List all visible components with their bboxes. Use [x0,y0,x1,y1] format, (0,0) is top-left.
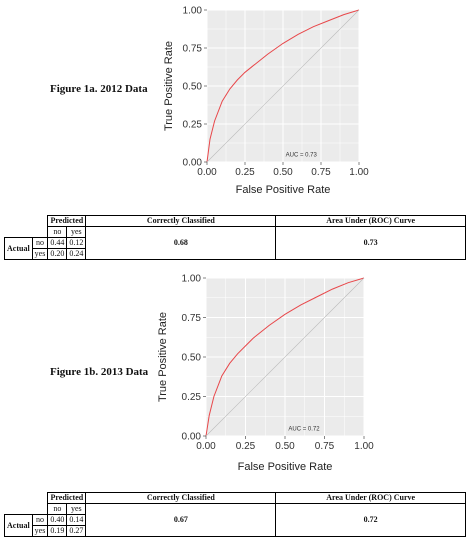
x-axis-label: False Positive Rate [238,461,333,473]
predicted-label: Predicted [47,492,87,504]
y-tick-label: 1.00 [183,6,203,17]
x-tick-label: 0.75 [315,441,335,452]
x-tick-label: 1.00 [349,167,369,178]
correct-header: Correctly Classified [85,215,277,227]
auc-header: Area Under (ROC) Curve [275,215,466,227]
figure-1a-caption: Figure 1a. 2012 Data [50,83,148,95]
table-blank [32,493,48,504]
col-yes: yes [66,503,87,515]
row-yes-label: yes [31,525,49,537]
table-blank [5,216,33,227]
row-no-label: no [31,514,49,526]
auc-value: 0.73 [275,226,466,260]
y-axis-label: True Positive Rate [163,41,175,131]
actual-label: Actual [4,514,33,537]
cell-no-no: 0.44 [47,237,68,249]
auc-value: 0.72 [275,503,466,537]
cell-no-yes: 0.12 [66,237,87,249]
table-blank [5,504,33,515]
predicted-label: Predicted [47,215,87,227]
correct-header: Correctly Classified [85,492,277,504]
auc-annotation: AUC = 0.73 [286,153,318,159]
diagonal-reference-line [205,277,365,437]
x-tick-label: 0.25 [236,441,256,452]
confusion-table-2013: Predicted Correctly Classified Area Unde… [4,492,466,537]
roc-curve-line [206,9,360,163]
x-axis-label: False Positive Rate [236,184,331,196]
y-tick-label: 0.00 [183,158,203,169]
y-tick-label: 0.50 [183,82,203,93]
diagonal-reference-line [206,9,360,163]
correct-value: 0.67 [85,503,277,537]
cell-yes-no: 0.19 [47,525,68,537]
table-blank [5,493,33,504]
cell-yes-yes: 0.27 [66,525,87,537]
x-tick-label: 0.00 [197,167,217,178]
y-axis-label: True Positive Rate [157,312,169,402]
y-tick-label: 0.75 [182,313,202,324]
row-yes-label: yes [31,248,49,260]
y-tick-label: 1.00 [182,274,202,285]
x-tick-label: 0.50 [275,441,295,452]
x-tick-label: 0.00 [196,441,216,452]
x-tick-label: 0.50 [273,167,293,178]
y-tick-label: 0.50 [182,353,202,364]
y-tick-label: 0.25 [182,392,202,403]
cell-yes-yes: 0.24 [66,248,87,260]
table-blank [32,216,48,227]
correct-value: 0.68 [85,226,277,260]
cell-no-yes: 0.14 [66,514,87,526]
y-tick-label: 0.75 [183,44,203,55]
table-blank [5,227,33,238]
table-blank [32,227,48,238]
auc-annotation: AUC = 0.72 [288,426,320,432]
roc-curve-line [205,277,365,437]
x-tick-label: 0.25 [235,167,255,178]
y-tick-label: 0.00 [182,432,202,443]
actual-label: Actual [4,237,33,260]
cell-no-no: 0.40 [47,514,68,526]
auc-header: Area Under (ROC) Curve [275,492,466,504]
col-yes: yes [66,226,87,238]
x-tick-label: 0.75 [311,167,331,178]
table-blank [32,504,48,515]
row-no-label: no [31,237,49,249]
x-tick-label: 1.00 [354,441,374,452]
cell-yes-no: 0.20 [47,248,68,260]
col-no: no [47,503,68,515]
figure-1b-caption: Figure 1b. 2013 Data [50,366,149,378]
y-tick-label: 0.25 [183,120,203,131]
col-no: no [47,226,68,238]
confusion-table-2012: Predicted Correctly Classified Area Unde… [4,215,466,260]
